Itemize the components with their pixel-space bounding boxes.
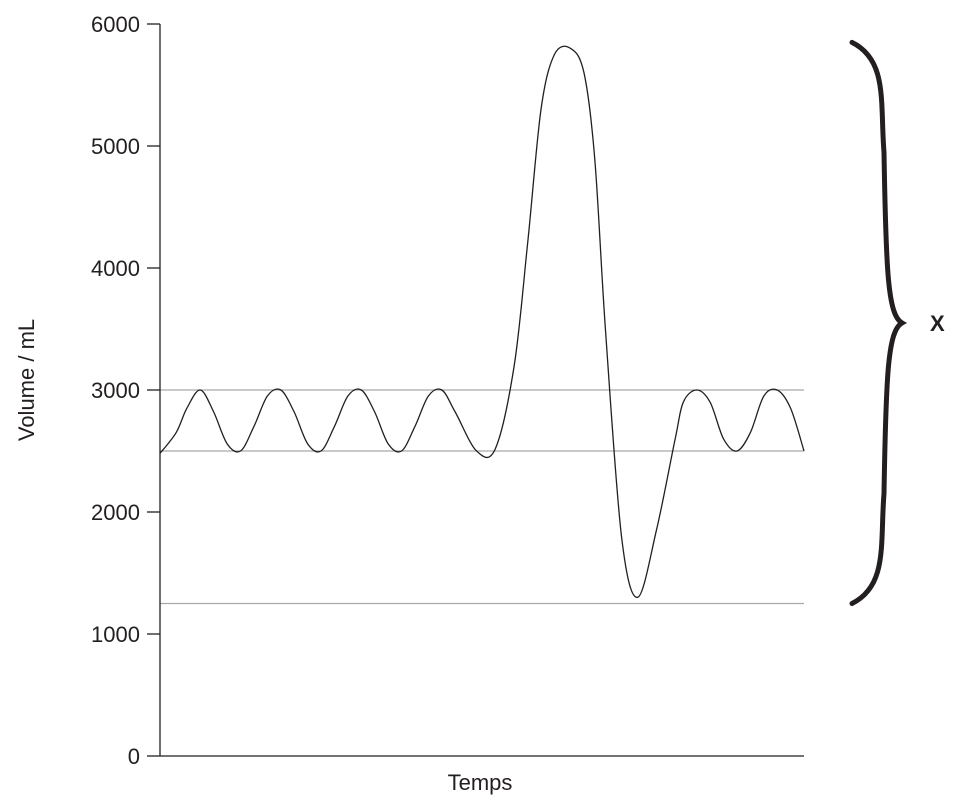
curly-brace-shape: [849, 39, 908, 606]
y-tick-label: 0: [128, 744, 140, 769]
y-ticks: 0 1000 2000 3000 4000 5000 6000: [91, 12, 160, 769]
y-tick-label: 3000: [91, 378, 140, 403]
y-tick-label: 5000: [91, 134, 140, 159]
y-tick-label: 2000: [91, 500, 140, 525]
volume-series-line: [159, 45, 805, 599]
x-axis-title: Temps: [448, 770, 513, 795]
y-axis-title: Volume / mL: [14, 319, 39, 441]
brace-label: X: [930, 311, 945, 336]
y-tick-label: 6000: [91, 12, 140, 37]
series-group: [159, 45, 805, 599]
y-tick-label: 4000: [91, 256, 140, 281]
y-tick-label: 1000: [91, 622, 140, 647]
brace-annotation: X: [849, 39, 945, 606]
